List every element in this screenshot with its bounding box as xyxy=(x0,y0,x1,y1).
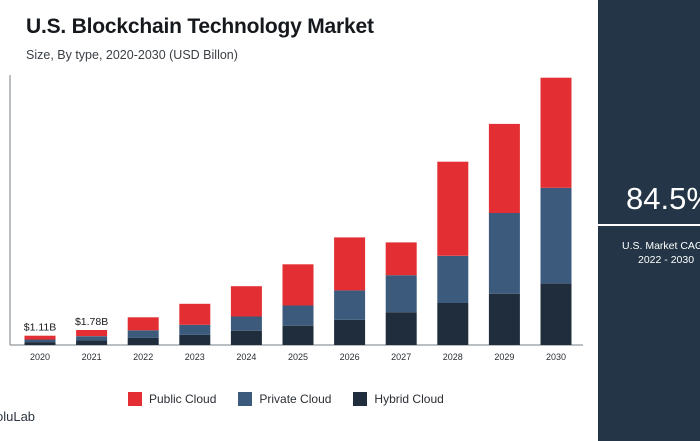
legend-label-hybrid-cloud: Hybrid Cloud xyxy=(374,392,444,406)
bar-public-cloud-2025 xyxy=(282,264,314,306)
bar-private-cloud-2030 xyxy=(540,187,572,284)
x-tick-label-2023: 2023 xyxy=(185,352,205,362)
x-tick-label-2022: 2022 xyxy=(133,352,153,362)
x-tick-label-2026: 2026 xyxy=(340,352,360,362)
bar-private-cloud-2027 xyxy=(385,275,417,313)
chart-legend: Public Cloud Private Cloud Hybrid Cloud xyxy=(128,392,466,406)
cagr-side-panel: 84.5% U.S. Market CAGR, 2022 - 2030 xyxy=(598,0,700,441)
bar-hybrid-cloud-2026 xyxy=(334,319,366,345)
bar-private-cloud-2026 xyxy=(334,290,366,320)
legend-item-hybrid-cloud: Hybrid Cloud xyxy=(353,392,444,406)
bar-public-cloud-2023 xyxy=(179,303,211,325)
bar-private-cloud-2024 xyxy=(230,316,262,331)
chart-subtitle: Size, By type, 2020-2030 (USD Billon) xyxy=(26,48,238,62)
x-tick-label-2028: 2028 xyxy=(443,352,463,362)
bar-private-cloud-2028 xyxy=(437,255,469,303)
cagr-divider xyxy=(598,224,700,226)
legend-label-private-cloud: Private Cloud xyxy=(259,392,332,406)
bar-private-cloud-2029 xyxy=(488,213,520,294)
bar-hybrid-cloud-2027 xyxy=(385,312,417,345)
bar-hybrid-cloud-2028 xyxy=(437,303,469,345)
bar-public-cloud-2022 xyxy=(127,317,159,331)
bar-hybrid-cloud-2020 xyxy=(24,342,56,345)
data-label-2020: $1.11B xyxy=(24,322,57,334)
bar-public-cloud-2024 xyxy=(230,286,262,317)
bar-public-cloud-2028 xyxy=(437,161,469,256)
bar-public-cloud-2029 xyxy=(488,123,520,213)
cagr-value: 84.5% xyxy=(626,181,700,216)
bar-hybrid-cloud-2029 xyxy=(488,293,520,345)
bar-hybrid-cloud-2021 xyxy=(76,340,108,345)
x-tick-label-2027: 2027 xyxy=(391,352,411,362)
legend-label-public-cloud: Public Cloud xyxy=(149,392,217,406)
x-tick-label-2021: 2021 xyxy=(82,352,102,362)
x-tick-label-2030: 2030 xyxy=(546,352,566,362)
legend-swatch-hybrid-cloud xyxy=(353,392,368,406)
bar-hybrid-cloud-2023 xyxy=(179,334,211,345)
bar-hybrid-cloud-2030 xyxy=(540,283,572,345)
bar-private-cloud-2022 xyxy=(127,330,159,338)
x-tick-label-2029: 2029 xyxy=(494,352,514,362)
chart-title: U.S. Blockchain Technology Market xyxy=(26,15,374,38)
bar-private-cloud-2025 xyxy=(282,305,314,326)
stacked-bar-chart: 2020 2021 2022 2023 2024 2025 2026 2027 2028 2029… xyxy=(9,75,583,362)
legend-swatch-public-cloud xyxy=(128,392,142,406)
x-tick-label-2020: 2020 xyxy=(30,352,50,362)
x-tick-label-2025: 2025 xyxy=(288,352,308,362)
cagr-period: 2022 - 2030 xyxy=(638,254,695,266)
bar-hybrid-cloud-2025 xyxy=(282,325,314,345)
bar-public-cloud-2020 xyxy=(24,335,56,340)
legend-item-public-cloud: Public Cloud xyxy=(128,392,216,406)
data-label-2021: $1.78B xyxy=(75,316,108,328)
bar-private-cloud-2021 xyxy=(76,336,108,341)
legend-swatch-private-cloud xyxy=(238,392,253,406)
cagr-label: U.S. Market CAGR, xyxy=(622,240,700,252)
bar-public-cloud-2027 xyxy=(385,242,417,276)
x-tick-label-2024: 2024 xyxy=(236,352,256,362)
brand-logo-text: oluLab xyxy=(0,409,36,424)
legend-item-private-cloud: Private Cloud xyxy=(238,392,331,406)
bar-private-cloud-2020 xyxy=(24,339,56,342)
bar-public-cloud-2026 xyxy=(334,237,366,291)
bar-hybrid-cloud-2024 xyxy=(230,330,262,345)
bar-public-cloud-2021 xyxy=(76,330,108,337)
bar-private-cloud-2023 xyxy=(179,324,211,335)
bar-hybrid-cloud-2022 xyxy=(127,337,159,345)
bar-public-cloud-2030 xyxy=(540,77,572,188)
